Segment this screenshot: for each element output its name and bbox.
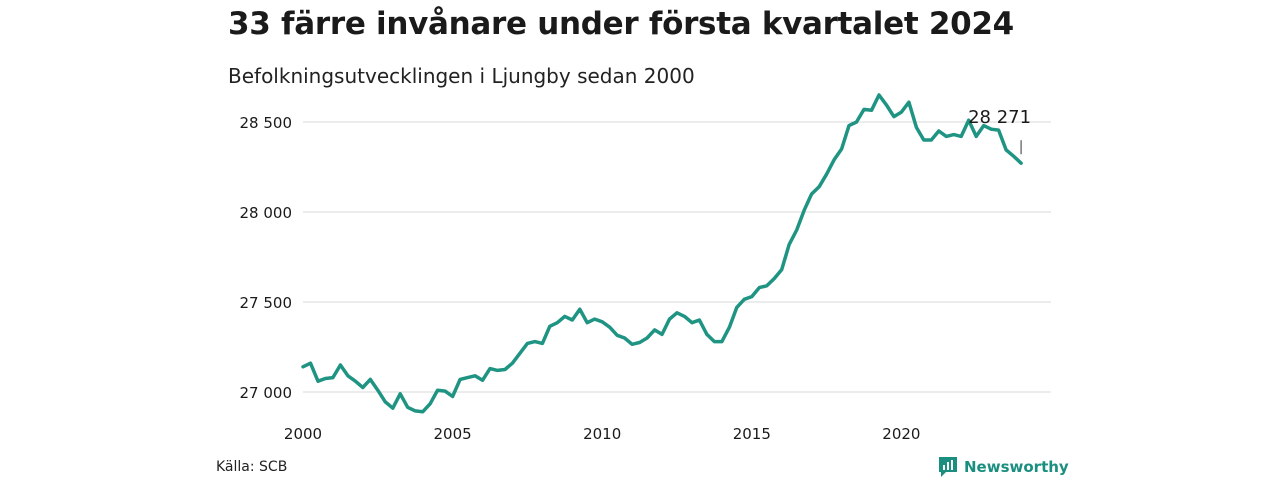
x-axis-ticks: 2000 2005 2010 2015 2020 (284, 425, 921, 443)
source-note: Källa: SCB (216, 459, 288, 475)
y-axis-ticks: 27 000 27 500 28 000 28 500 (240, 114, 293, 402)
gridlines (303, 121, 1051, 393)
y-tick-label: 28 000 (240, 204, 293, 222)
brand-logo[interactable]: Newsworthy (938, 456, 1069, 478)
x-tick-label: 2010 (583, 425, 621, 443)
chart-title: 33 färre invånare under första kvartalet… (228, 6, 1014, 42)
y-tick-label: 28 500 (240, 114, 293, 132)
annotation-label: 28 271 (968, 107, 1031, 128)
annotation-layer: 28 271 (968, 107, 1031, 155)
chart-subtitle: Befolkningsutvecklingen i Ljungby sedan … (228, 64, 695, 88)
newsworthy-logo-icon (939, 457, 957, 477)
brand-name: Newsworthy (964, 458, 1069, 476)
x-tick-label: 2015 (733, 425, 771, 443)
x-tick-label: 2000 (284, 425, 322, 443)
y-tick-label: 27 000 (240, 384, 293, 402)
series-layer (301, 93, 1023, 414)
series-line-population (301, 93, 1023, 414)
x-tick-label: 2020 (882, 425, 920, 443)
y-tick-label: 27 500 (240, 294, 293, 312)
x-tick-label: 2005 (434, 425, 472, 443)
